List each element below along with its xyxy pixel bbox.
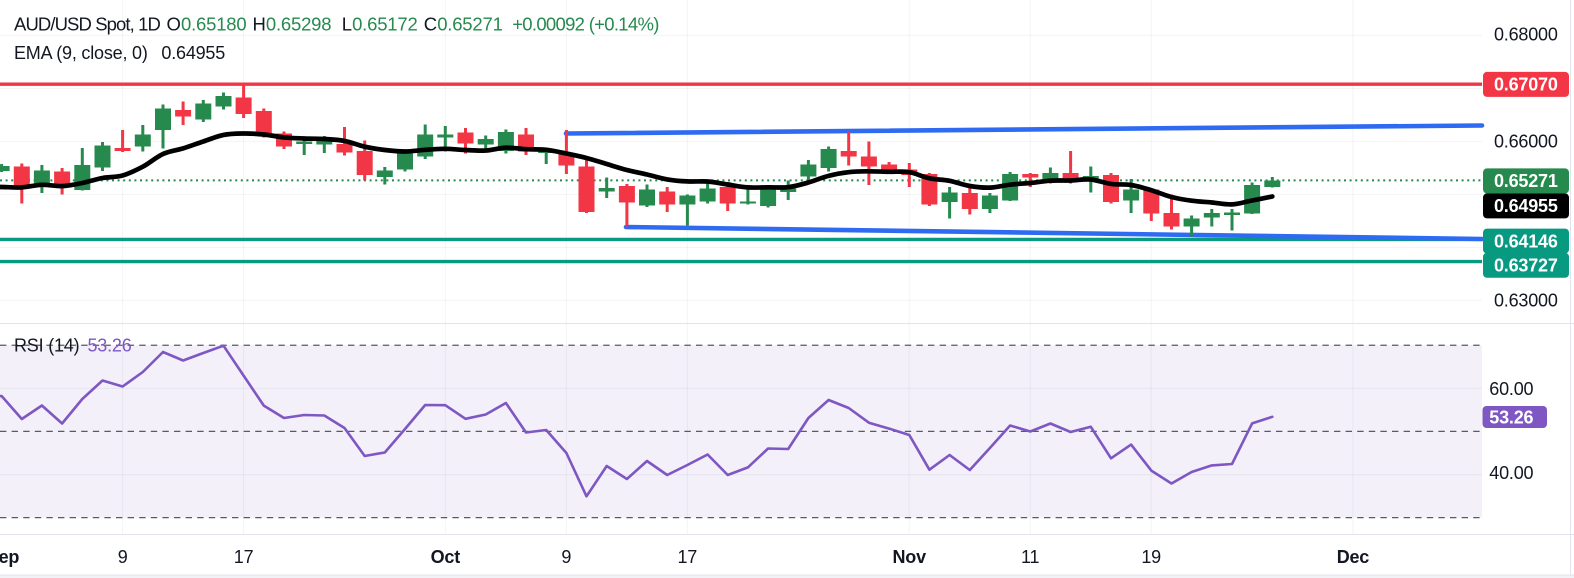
svg-text:EMA (9, close, 0): EMA (9, close, 0): [14, 43, 148, 63]
svg-text:9: 9: [118, 547, 128, 567]
svg-text:RSI (14): RSI (14): [14, 336, 79, 356]
svg-text:C: C: [424, 14, 437, 35]
svg-text:0.66000: 0.66000: [1494, 131, 1558, 151]
svg-text:0.65271: 0.65271: [1494, 171, 1558, 191]
svg-text:9: 9: [561, 547, 571, 567]
svg-text:60.00: 60.00: [1489, 379, 1533, 399]
svg-text:11: 11: [1021, 547, 1039, 567]
svg-text:Nov: Nov: [892, 547, 926, 567]
svg-text:0.63727: 0.63727: [1494, 256, 1558, 276]
svg-text:0.65180: 0.65180: [181, 14, 246, 35]
svg-text:0.67070: 0.67070: [1494, 75, 1558, 95]
svg-text:53.26: 53.26: [1489, 407, 1533, 427]
svg-text:40.00: 40.00: [1489, 463, 1533, 483]
svg-text:Oct: Oct: [431, 547, 461, 567]
svg-text:O: O: [167, 14, 181, 35]
svg-text:0.64955: 0.64955: [161, 43, 225, 63]
svg-text:0.64146: 0.64146: [1494, 231, 1558, 251]
svg-text:Dec: Dec: [1337, 547, 1370, 567]
svg-text:+0.00092 (+0.14%): +0.00092 (+0.14%): [512, 14, 659, 35]
svg-text:17: 17: [234, 547, 254, 567]
svg-text:0.68000: 0.68000: [1494, 25, 1558, 45]
svg-text:AUD/USD Spot, 1D: AUD/USD Spot, 1D: [14, 14, 161, 35]
svg-text:0.65172: 0.65172: [352, 14, 417, 35]
svg-text:17: 17: [677, 547, 697, 567]
svg-text:0.64955: 0.64955: [1494, 196, 1558, 216]
svg-text:53.26: 53.26: [88, 336, 132, 356]
svg-text:0.65271: 0.65271: [437, 14, 502, 35]
svg-text:H: H: [253, 14, 266, 35]
svg-text:L: L: [342, 14, 352, 35]
svg-text:Sep: Sep: [0, 547, 19, 567]
svg-text:0.65298: 0.65298: [266, 14, 331, 35]
svg-text:0.63000: 0.63000: [1494, 291, 1558, 311]
svg-text:19: 19: [1141, 547, 1161, 567]
